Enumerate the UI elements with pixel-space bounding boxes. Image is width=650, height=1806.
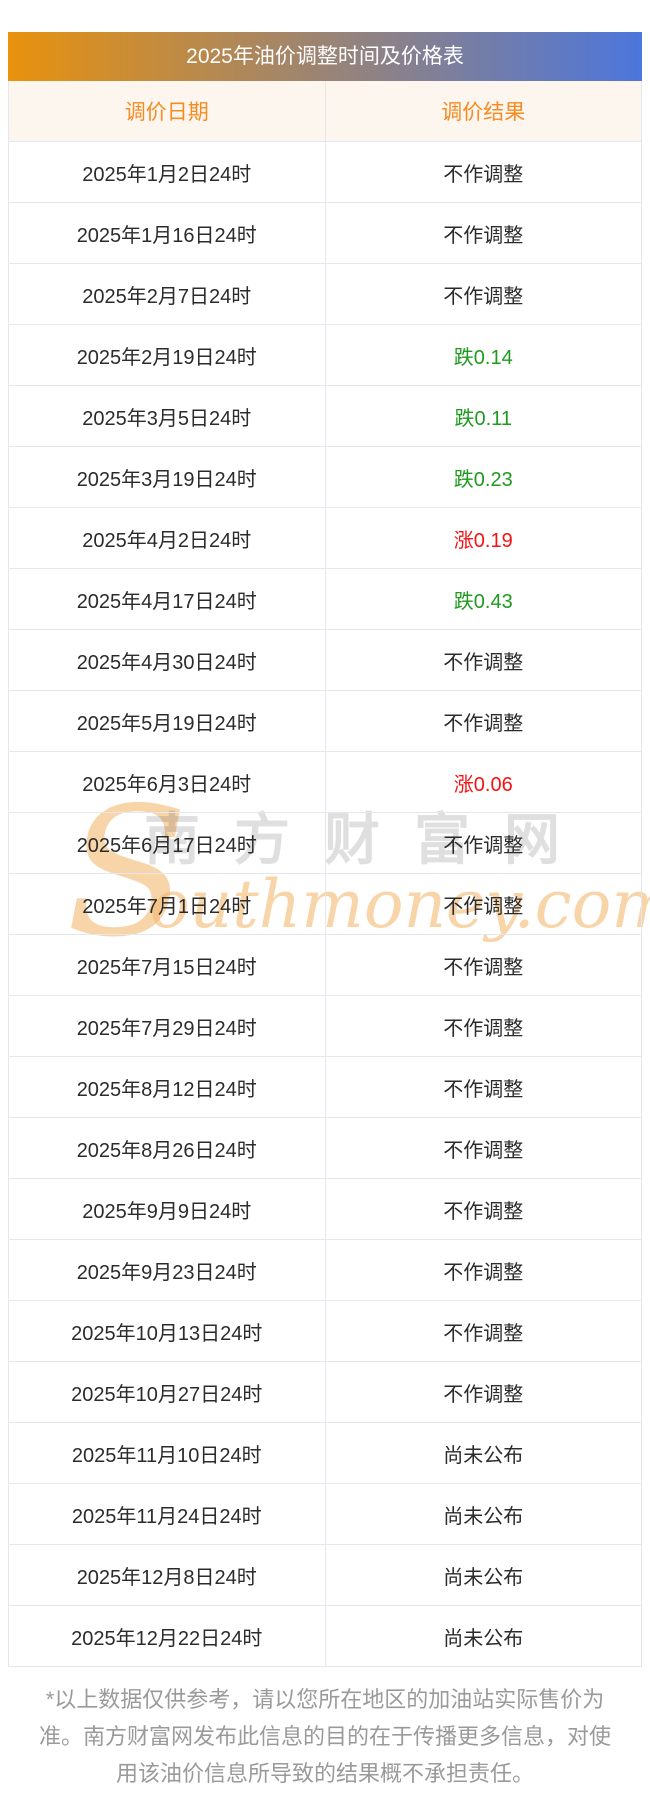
result-cell: 尚未公布 <box>443 1505 524 1528</box>
result-cell: 不作调整 <box>443 1261 524 1284</box>
date-cell: 2025年12月22日24时 <box>9 1606 326 1666</box>
table-row: 2025年9月9日24时 不作调整 <box>8 1179 642 1240</box>
table-row: 2025年3月19日24时 跌0.23 <box>8 447 642 508</box>
result-cell: 不作调整 <box>443 1139 524 1162</box>
column-header-row: 调价日期 调价结果 <box>8 81 642 142</box>
table-row: 2025年7月29日24时 不作调整 <box>8 996 642 1057</box>
result-cell: 不作调整 <box>443 1383 524 1406</box>
date-cell: 2025年6月3日24时 <box>9 752 326 812</box>
result-cell: 涨0.06 <box>453 773 513 796</box>
result-cell: 尚未公布 <box>443 1627 524 1650</box>
table: 调价日期 调价结果 2025年1月2日24时 不作调整 2025年1月16日24… <box>8 81 642 1667</box>
table-title-bar: 2025年油价调整时间及价格表 <box>8 32 642 81</box>
date-cell: 2025年1月2日24时 <box>9 142 326 202</box>
table-row: 2025年1月16日24时 不作调整 <box>8 203 642 264</box>
date-cell: 2025年5月19日24时 <box>9 691 326 751</box>
date-cell: 2025年8月12日24时 <box>9 1057 326 1117</box>
date-cell: 2025年4月30日24时 <box>9 630 326 690</box>
date-cell: 2025年4月2日24时 <box>9 508 326 568</box>
result-cell: 不作调整 <box>443 712 524 735</box>
result-cell: 不作调整 <box>443 1200 524 1223</box>
result-cell: 尚未公布 <box>443 1566 524 1589</box>
result-cell: 涨0.19 <box>453 529 513 552</box>
result-cell: 不作调整 <box>443 1322 524 1345</box>
table-row: 2025年12月8日24时 尚未公布 <box>8 1545 642 1606</box>
table-row: 2025年4月30日24时 不作调整 <box>8 630 642 691</box>
table-row: 2025年8月12日24时 不作调整 <box>8 1057 642 1118</box>
date-cell: 2025年6月17日24时 <box>9 813 326 873</box>
result-cell: 跌0.14 <box>453 346 513 369</box>
date-cell: 2025年8月26日24时 <box>9 1118 326 1178</box>
date-cell: 2025年4月17日24时 <box>9 569 326 629</box>
table-row: 2025年9月23日24时 不作调整 <box>8 1240 642 1301</box>
table-row: 2025年1月2日24时 不作调整 <box>8 142 642 203</box>
result-cell: 不作调整 <box>443 956 524 979</box>
table-row: 2025年5月19日24时 不作调整 <box>8 691 642 752</box>
result-cell: 不作调整 <box>443 1017 524 1040</box>
table-row: 2025年4月2日24时 涨0.19 <box>8 508 642 569</box>
result-cell: 不作调整 <box>443 895 524 918</box>
date-cell: 2025年2月19日24时 <box>9 325 326 385</box>
result-cell: 跌0.43 <box>453 590 513 613</box>
date-cell: 2025年3月5日24时 <box>9 386 326 446</box>
disclaimer-text: *以上数据仅供参考，请以您所在地区的加油站实际售价为准。南方财富网发布此信息的目… <box>38 1687 611 1786</box>
result-cell: 不作调整 <box>443 285 524 308</box>
table-title: 2025年油价调整时间及价格表 <box>186 45 464 68</box>
table-row: 2025年6月17日24时 不作调整 <box>8 813 642 874</box>
table-row: 2025年12月22日24时 尚未公布 <box>8 1606 642 1667</box>
result-cell: 不作调整 <box>443 1078 524 1101</box>
result-cell: 不作调整 <box>443 163 524 186</box>
table-row: 2025年2月19日24时 跌0.14 <box>8 325 642 386</box>
column-header-date: 调价日期 <box>9 81 326 141</box>
table-row: 2025年10月27日24时 不作调整 <box>8 1362 642 1423</box>
table-row: 2025年7月1日24时 不作调整 <box>8 874 642 935</box>
result-cell: 不作调整 <box>443 651 524 674</box>
table-row: 2025年7月15日24时 不作调整 <box>8 935 642 996</box>
date-cell: 2025年12月8日24时 <box>9 1545 326 1605</box>
date-cell: 2025年10月27日24时 <box>9 1362 326 1422</box>
date-cell: 2025年7月15日24时 <box>9 935 326 995</box>
date-cell: 2025年9月23日24时 <box>9 1240 326 1300</box>
date-cell: 2025年7月1日24时 <box>9 874 326 934</box>
table-row: 2025年2月7日24时 不作调整 <box>8 264 642 325</box>
result-cell: 尚未公布 <box>443 1444 524 1467</box>
result-cell: 不作调整 <box>443 834 524 857</box>
result-cell: 不作调整 <box>443 224 524 247</box>
table-row: 2025年4月17日24时 跌0.43 <box>8 569 642 630</box>
table-row: 2025年8月26日24时 不作调整 <box>8 1118 642 1179</box>
date-cell: 2025年10月13日24时 <box>9 1301 326 1361</box>
date-cell: 2025年11月10日24时 <box>9 1423 326 1483</box>
table-row: 2025年3月5日24时 跌0.11 <box>8 386 642 447</box>
oil-price-table: 2025年油价调整时间及价格表 调价日期 调价结果 2025年1月2日24时 不… <box>8 32 650 1667</box>
table-row: 2025年10月13日24时 不作调整 <box>8 1301 642 1362</box>
date-cell: 2025年9月9日24时 <box>9 1179 326 1239</box>
column-header-result: 调价结果 <box>441 101 526 124</box>
table-body: 2025年1月2日24时 不作调整 2025年1月16日24时 不作调整 202… <box>8 142 642 1667</box>
date-cell: 2025年1月16日24时 <box>9 203 326 263</box>
date-cell: 2025年3月19日24时 <box>9 447 326 507</box>
table-row: 2025年6月3日24时 涨0.06 <box>8 752 642 813</box>
result-cell: 跌0.23 <box>453 468 513 491</box>
date-cell: 2025年11月24日24时 <box>9 1484 326 1544</box>
result-cell: 跌0.11 <box>454 407 512 430</box>
table-row: 2025年11月10日24时 尚未公布 <box>8 1423 642 1484</box>
date-cell: 2025年7月29日24时 <box>9 996 326 1056</box>
date-cell: 2025年2月7日24时 <box>9 264 326 324</box>
table-row: 2025年11月24日24时 尚未公布 <box>8 1484 642 1545</box>
